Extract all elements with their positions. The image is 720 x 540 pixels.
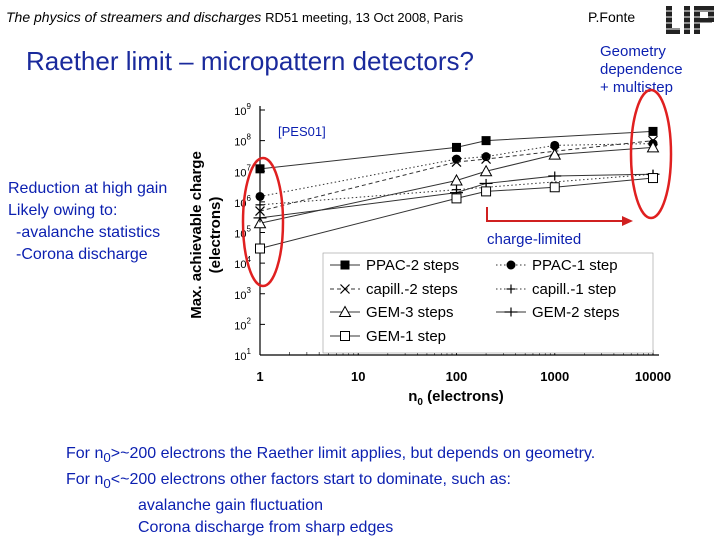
y-tick-label: 103: [234, 286, 251, 302]
geometry-note-line: Geometry: [600, 43, 666, 60]
chart-axes: 1 10 100 1000 100001011021031041051061071081…: [188, 102, 671, 408]
legend-box: [322, 252, 654, 354]
data-point: [253, 216, 267, 229]
legend-label: capill.-1 step: [532, 281, 616, 298]
conference-name: The physics of streamers and discharges: [6, 9, 262, 25]
chart-series: [253, 126, 660, 254]
bottom-notes: For n0>~200 electrons the Raether limit …: [66, 443, 595, 539]
data-point: [648, 135, 658, 146]
x-tick-label: 1: [256, 369, 263, 384]
series-line: [259, 143, 654, 197]
series-line: [259, 130, 654, 170]
legend-label: PPAC-2 steps: [366, 257, 459, 274]
y-tick-label: 107: [234, 163, 251, 179]
data-point: [255, 243, 265, 254]
x-tick-label: 100: [446, 369, 468, 384]
data-point: [255, 200, 265, 210]
x-tick-label: 10000: [635, 369, 671, 384]
data-point: [549, 182, 560, 193]
legend-label: GEM-2 steps: [532, 304, 620, 321]
note-line-1: For n0>~200 electrons the Raether limit …: [66, 443, 595, 469]
data-point: [548, 148, 562, 160]
legend-marker: [504, 307, 518, 317]
note-line-1-pre: For n: [66, 445, 104, 462]
data-point: [481, 154, 492, 164]
data-point: [450, 173, 463, 186]
data-point: [255, 206, 265, 217]
note-item-1: avalanche gain fluctuation: [138, 497, 324, 515]
reduction-line: Likely owing to:: [8, 202, 118, 219]
legend-marker: [340, 331, 350, 341]
data-point: [648, 126, 658, 136]
geometry-note: Geometry dependence + multistep: [600, 43, 683, 97]
x-tick-label: 10: [351, 369, 365, 384]
data-point: [451, 157, 462, 167]
series-ppac-2-steps: [255, 126, 658, 174]
y-tick-label: 101: [234, 347, 251, 363]
legend-marker: [506, 260, 516, 270]
chart-legend: PPAC-2 steps PPAC-1 step capill.-2 steps ca…: [322, 252, 654, 354]
y-axis-title-line1: Max. achievable charge: [188, 151, 205, 319]
charge-limited-arrowhead: [622, 216, 633, 226]
pes-reference: [PES01]: [278, 124, 326, 139]
legend-marker: [506, 284, 516, 294]
legend-label: capill.-2 steps: [366, 281, 458, 298]
data-point: [548, 171, 562, 181]
y-tick-label: 108: [234, 133, 251, 149]
note-line-2-post: <~200 electrons other factors start to d…: [110, 471, 511, 489]
note-line-1-post: >~200 electrons the Raether limit applie…: [110, 445, 596, 462]
legend-label: GEM-3 steps: [366, 304, 454, 321]
note-line-1-sub: 0: [103, 450, 111, 466]
note-line-2: For n0<~200 electrons other factors star…: [66, 469, 595, 495]
y-tick-label: 102: [234, 316, 251, 332]
highlight-ellipse-low-n0: [241, 156, 285, 288]
data-point: [253, 213, 267, 223]
data-point: [452, 142, 461, 152]
note-line-2-pre: For n: [66, 471, 104, 489]
data-point: [481, 186, 492, 197]
note-item-2: Corona discharge from sharp edges: [138, 519, 394, 537]
x-axis-title: n0 (electrons): [408, 388, 504, 408]
legend-label: PPAC-1 step: [532, 257, 618, 274]
data-point: [255, 164, 265, 174]
chart-annotations: [PES01] charge-limited: [241, 88, 673, 288]
reduction-line: -avalanche statistics: [16, 224, 161, 241]
reduction-line: -Corona discharge: [16, 246, 148, 263]
note-line-2-sub: 0: [103, 476, 111, 492]
highlight-ellipse-high-n0: [629, 88, 673, 220]
legend-marker: [340, 284, 350, 294]
y-tick-label: 104: [234, 255, 251, 271]
data-point: [648, 173, 658, 184]
meeting-info: RD51 meeting, 13 Oct 2008, Paris: [265, 10, 464, 25]
series-gem-3-steps: [253, 140, 660, 229]
data-point: [550, 140, 560, 150]
legend-label: GEM-1 step: [366, 328, 446, 345]
slide-header: The physics of streamers and discharges …: [6, 9, 463, 25]
legend-marker: [340, 260, 350, 270]
geometry-note-line: dependence: [600, 61, 683, 78]
data-point: [479, 164, 493, 177]
series-gem-1-step: [255, 173, 658, 254]
lip-logo: [664, 2, 718, 38]
y-axis-title-line2: (electrons): [207, 197, 224, 274]
charge-limited-label: charge-limited: [487, 231, 581, 248]
data-point: [451, 193, 462, 204]
x-tick-label: 1000: [540, 369, 569, 384]
author-name: P.Fonte: [588, 9, 636, 25]
legend-marker: [338, 305, 352, 317]
y-tick-label: 109: [234, 102, 251, 118]
charge-limited-arrow: [486, 207, 625, 222]
slide-title: Raether limit – micropattern detectors?: [26, 46, 474, 76]
reduction-line: Reduction at high gain: [8, 180, 168, 197]
data-point: [646, 140, 660, 153]
data-point: [481, 136, 491, 146]
data-point: [255, 191, 265, 201]
reduction-note: Reduction at high gain Likely owing to: …: [8, 178, 167, 266]
